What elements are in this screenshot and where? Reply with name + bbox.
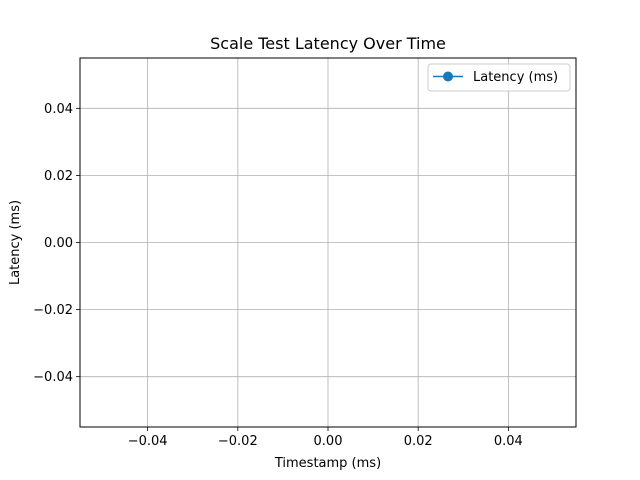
x-tick-label: 0.02: [404, 434, 433, 449]
x-tick-label: −0.02: [218, 434, 258, 449]
legend-box: [427, 63, 571, 92]
y-tick-label: −0.02: [33, 303, 73, 318]
x-axis-label: Timestamp (ms): [274, 456, 381, 471]
y-tick-label: 0.04: [44, 102, 73, 117]
grid: [80, 58, 576, 427]
y-axis-label: Latency (ms): [8, 200, 23, 285]
x-tick-label: −0.04: [128, 434, 168, 449]
x-tick-label: 0.00: [314, 434, 343, 449]
y-tick-label: 0.00: [44, 236, 73, 251]
y-tick-label: 0.02: [44, 169, 73, 184]
x-tick-label: 0.04: [494, 434, 523, 449]
y-tick-label: −0.04: [33, 370, 73, 385]
legend-marker-circle-icon: [443, 71, 453, 82]
legend-label-latency: Latency (ms): [473, 70, 558, 85]
chart-title: Scale Test Latency Over Time: [210, 34, 446, 53]
legend: Latency (ms): [427, 63, 571, 92]
x-axis-ticks: −0.04 −0.02 0.00 0.02 0.04: [128, 427, 523, 449]
y-axis-ticks: −0.04 −0.02 0.00 0.02 0.04: [33, 102, 80, 385]
